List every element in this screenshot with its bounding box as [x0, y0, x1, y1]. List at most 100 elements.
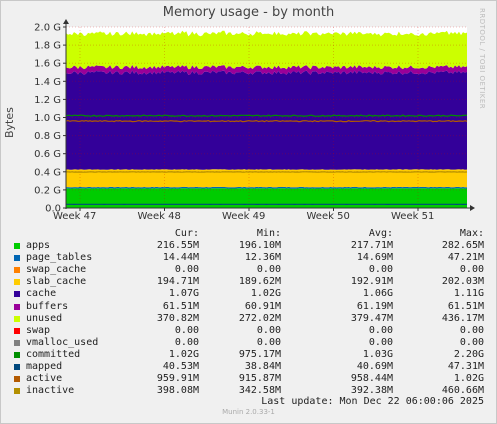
legend-item-mapped: mapped 40.53M 38.84M 40.69M 47.31M: [0, 361, 497, 373]
legend-name: mapped: [26, 361, 63, 372]
legend-avg-value: 14.69M: [356, 252, 393, 264]
legend-swatch: [14, 388, 20, 395]
legend-swatch: [14, 351, 20, 358]
legend-swatch: [14, 243, 20, 249]
legend-item-page_tables: page_tables 14.44M 12.36M 14.69M 47.21M: [0, 252, 497, 264]
line-committed: [65, 114, 468, 117]
legend-name: inactive: [26, 385, 75, 397]
legend-avg-value: 192.91M: [350, 276, 393, 288]
legend-name: vmalloc_used: [26, 336, 99, 348]
legend-avg-value: 958.44M: [350, 373, 393, 385]
legend-name: swap: [26, 324, 51, 336]
area-page_tables: [66, 186, 467, 189]
legend-name: unused: [26, 312, 63, 324]
legend-max-value: 202.03M: [441, 276, 484, 288]
legend-name: active: [26, 373, 63, 385]
legend-min-value: 196.10M: [238, 240, 281, 251]
legend-cur-value: 398.08M: [156, 385, 199, 397]
y-tick-label: 1.0 G: [34, 113, 61, 124]
y-tick-label: 2.0 G: [34, 23, 61, 34]
legend-name: apps: [26, 240, 51, 251]
legend-swatch: [14, 279, 20, 286]
memory-area-chart: 0.0 0.2 G 0.4 G 0.6 G 0.8 G 1.0 G 1.2 G 1.4 G 1.…: [34, 19, 475, 222]
legend-max-value: 282.65M: [441, 240, 484, 251]
y-tick-label: 1.4 G: [34, 77, 61, 88]
y-tick-label: 0.0: [45, 204, 61, 215]
legend-max-value: 0.00: [459, 264, 484, 276]
legend-cur-value: 0.00: [174, 336, 199, 348]
chart-title: Memory usage - by month: [162, 5, 335, 20]
legend-cur-value: 194.71M: [156, 276, 199, 288]
legend-min-value: 0.00: [256, 324, 281, 336]
legend-avg-value: 392.38M: [350, 385, 393, 397]
col-avg-header: Avg:: [368, 228, 393, 239]
area-apps: [66, 188, 467, 208]
legend-max-value: 0.00: [459, 324, 484, 336]
legend-min-value: 975.17M: [238, 348, 281, 360]
legend-max-value: 1.11G: [453, 288, 484, 300]
legend-swatch: [14, 364, 20, 370]
legend-item-swap_cache: swap_cache 0.00 0.00 0.00 0.00: [0, 264, 497, 276]
x-tick-label: Week 50: [307, 211, 350, 222]
legend-min-value: 38.84M: [244, 361, 281, 372]
legend-avg-value: 1.03G: [362, 348, 393, 360]
legend-swatch: [14, 255, 20, 262]
legend-avg-value: 0.00: [368, 264, 393, 276]
col-max-header: Max:: [459, 228, 484, 239]
legend-item-cache: cache 1.07G 1.02G 1.06G 1.11G: [0, 288, 497, 300]
legend-cur-value: 959.91M: [156, 373, 199, 385]
y-tick-label: 1.2 G: [34, 95, 61, 106]
legend-max-value: 2.20G: [453, 348, 484, 360]
x-tick-label: Week 49: [222, 211, 265, 222]
legend-name: swap_cache: [26, 264, 87, 276]
legend-item-unused: unused 370.82M 272.02M 379.47M 436.17M: [0, 313, 497, 325]
munin-version: Munin 2.0.33-1: [222, 408, 275, 416]
legend-item-slab_cache: slab_cache 194.71M 189.62M 192.91M 202.03M: [0, 276, 497, 288]
legend-cur-value: 370.82M: [156, 312, 199, 324]
legend-swatch: [14, 339, 20, 346]
legend-max-value: 47.31M: [447, 361, 484, 372]
legend-min-value: 272.02M: [238, 312, 281, 324]
area-buffers: [66, 64, 467, 75]
area-unused: [66, 30, 467, 70]
legend-item-inactive: inactive 398.08M 342.58M 392.38M 460.66M: [0, 385, 497, 397]
legend-swatch: [14, 267, 20, 274]
x-tick-label: Week 48: [138, 211, 181, 222]
legend-cur-value: 40.53M: [162, 361, 199, 372]
legend-min-value: 0.00: [256, 264, 281, 276]
line-active: [65, 119, 468, 123]
legend-cur-value: 14.44M: [162, 252, 199, 264]
y-tick-label: 1.8 G: [34, 41, 61, 52]
legend-item-apps: apps 216.55M 196.10M 217.71M 282.65M: [0, 240, 497, 252]
y-tick-label: 0.6 G: [34, 149, 61, 160]
rrdtool-credit: RRDTOOL / TOBI OETIKER: [478, 8, 486, 110]
y-axis-arrow: [63, 19, 69, 24]
area-slab_cache: [66, 169, 467, 188]
x-tick-label: Week 47: [53, 211, 96, 222]
legend-swatch: [14, 291, 20, 298]
col-min-header: Min:: [256, 228, 281, 239]
legend-min-value: 189.62M: [238, 276, 281, 288]
col-cur-header: Cur:: [174, 228, 199, 239]
legend-header: Cur: Min: Avg: Max:: [0, 228, 497, 240]
legend-max-value: 0.00: [459, 336, 484, 348]
legend-avg-value: 40.69M: [356, 361, 393, 372]
legend-name: buffers: [26, 300, 69, 312]
y-tick-label: 0.4 G: [34, 167, 61, 178]
legend-swatch: [14, 376, 20, 383]
legend-max-value: 436.17M: [441, 312, 484, 324]
legend-min-value: 12.36M: [244, 252, 281, 264]
legend-max-value: 460.66M: [441, 385, 484, 397]
legend-min-value: 60.91M: [244, 300, 281, 312]
legend-name: slab_cache: [26, 276, 87, 288]
legend-swatch: [14, 315, 20, 322]
legend-min-value: 915.87M: [238, 373, 281, 385]
y-tick-label: 0.8 G: [34, 131, 61, 142]
legend-cur-value: 216.55M: [156, 240, 199, 251]
legend-cur-value: 0.00: [174, 264, 199, 276]
legend-max-value: 61.51M: [447, 300, 484, 312]
legend-cur-value: 1.07G: [168, 288, 199, 300]
last-update: Last update: Mon Dec 22 06:00:06 2025: [261, 396, 484, 407]
legend-avg-value: 1.06G: [362, 288, 393, 300]
legend-avg-value: 61.19M: [356, 300, 393, 312]
